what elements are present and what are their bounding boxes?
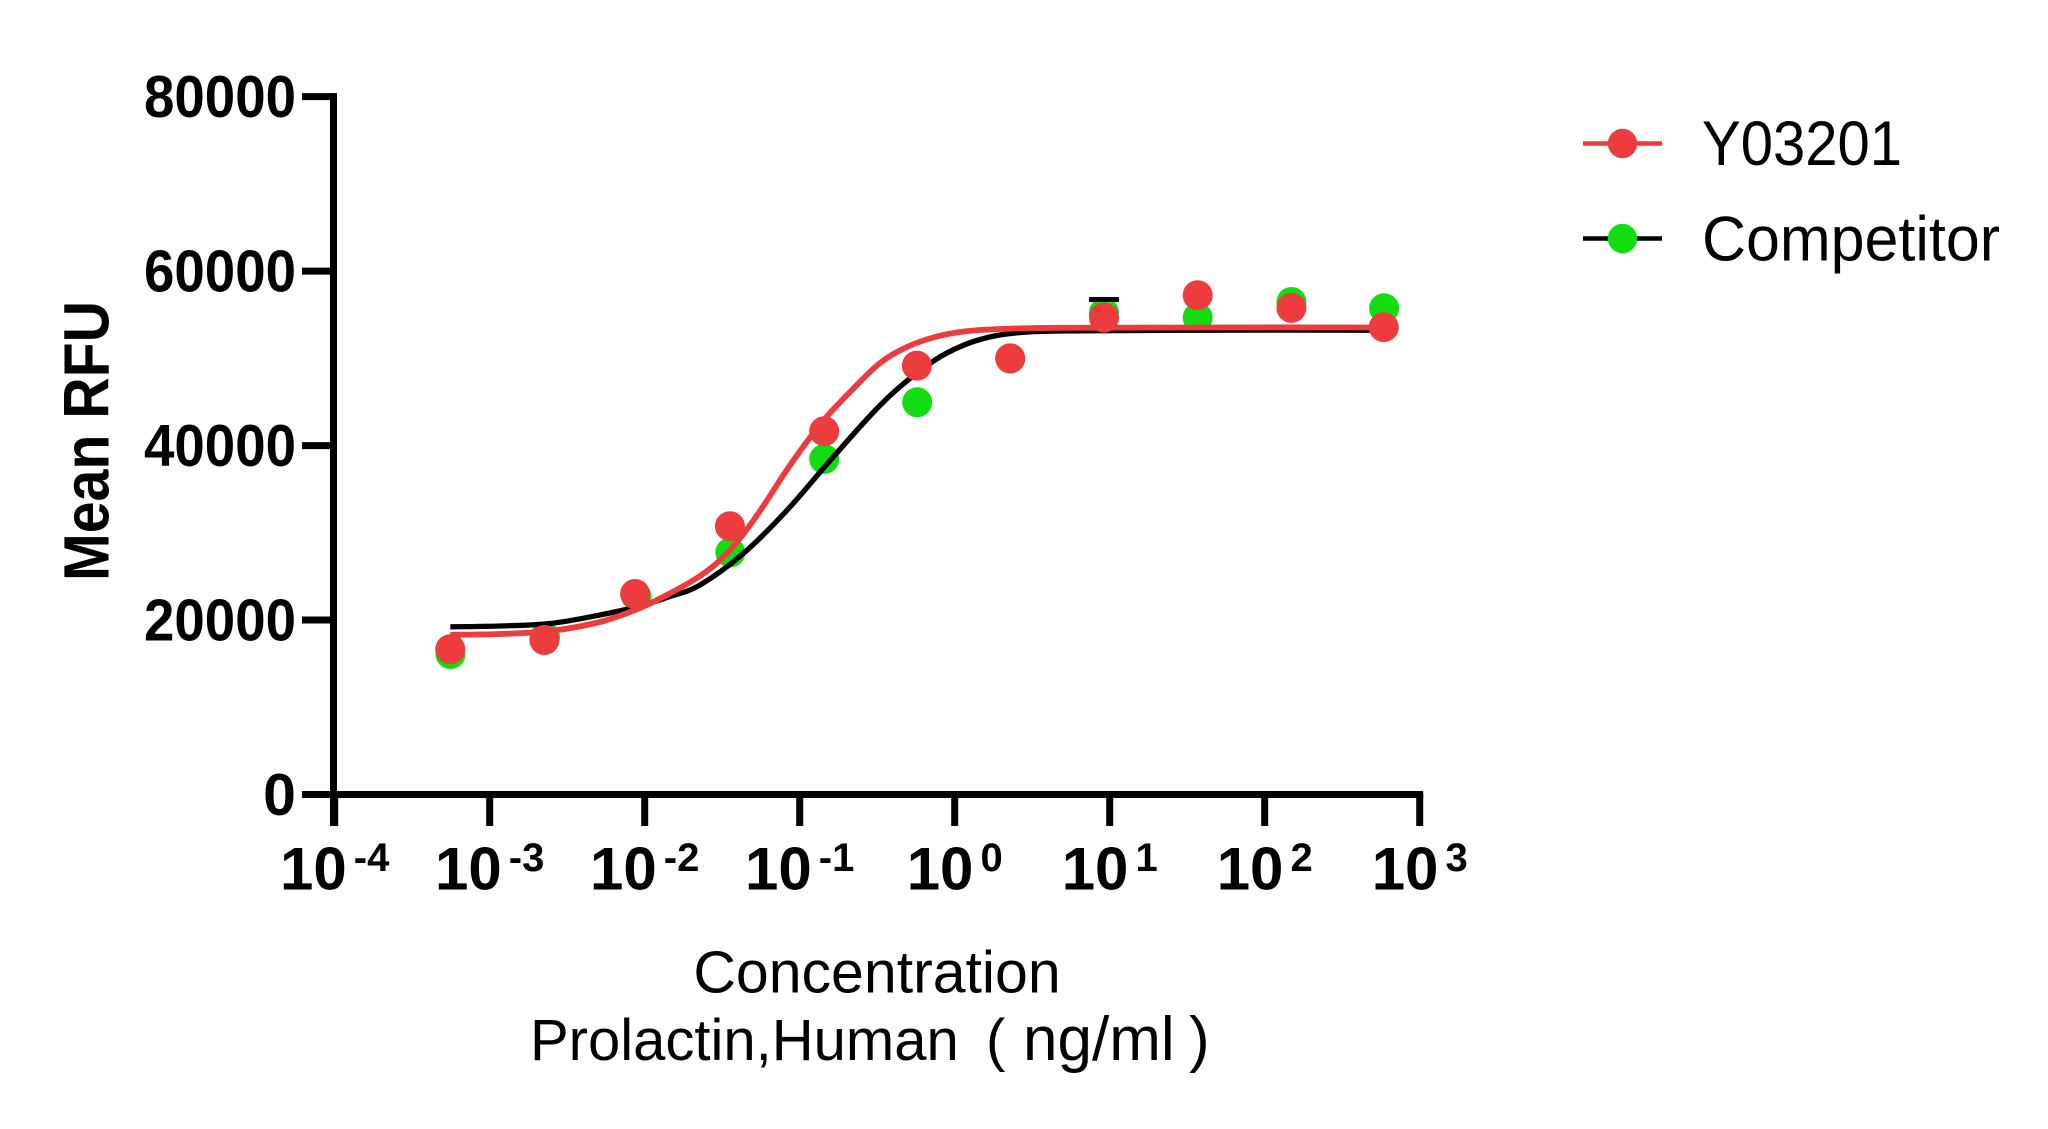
svg-text:10-3: 10 -3 xyxy=(435,835,544,902)
svg-text:Mean RFU: Mean RFU xyxy=(51,301,123,581)
svg-text:20000: 20000 xyxy=(144,588,296,654)
svg-text:103: 10 3 xyxy=(1372,835,1468,902)
svg-text:Y03201: Y03201 xyxy=(1702,109,1902,179)
svg-text:60000: 60000 xyxy=(144,239,296,305)
svg-text:Prolactin,Human(ng/ml): Prolactin,Human(ng/ml) xyxy=(530,1005,1210,1074)
svg-text:0: 0 xyxy=(263,762,296,828)
svg-text:102: 10 2 xyxy=(1217,835,1313,902)
svg-text:40000: 40000 xyxy=(144,413,296,479)
svg-text:Competitor: Competitor xyxy=(1702,204,2000,274)
svg-text:Concentration: Concentration xyxy=(693,940,1060,1006)
svg-text:80000: 80000 xyxy=(144,64,296,130)
svg-text:10-2: 10 -2 xyxy=(590,835,699,902)
